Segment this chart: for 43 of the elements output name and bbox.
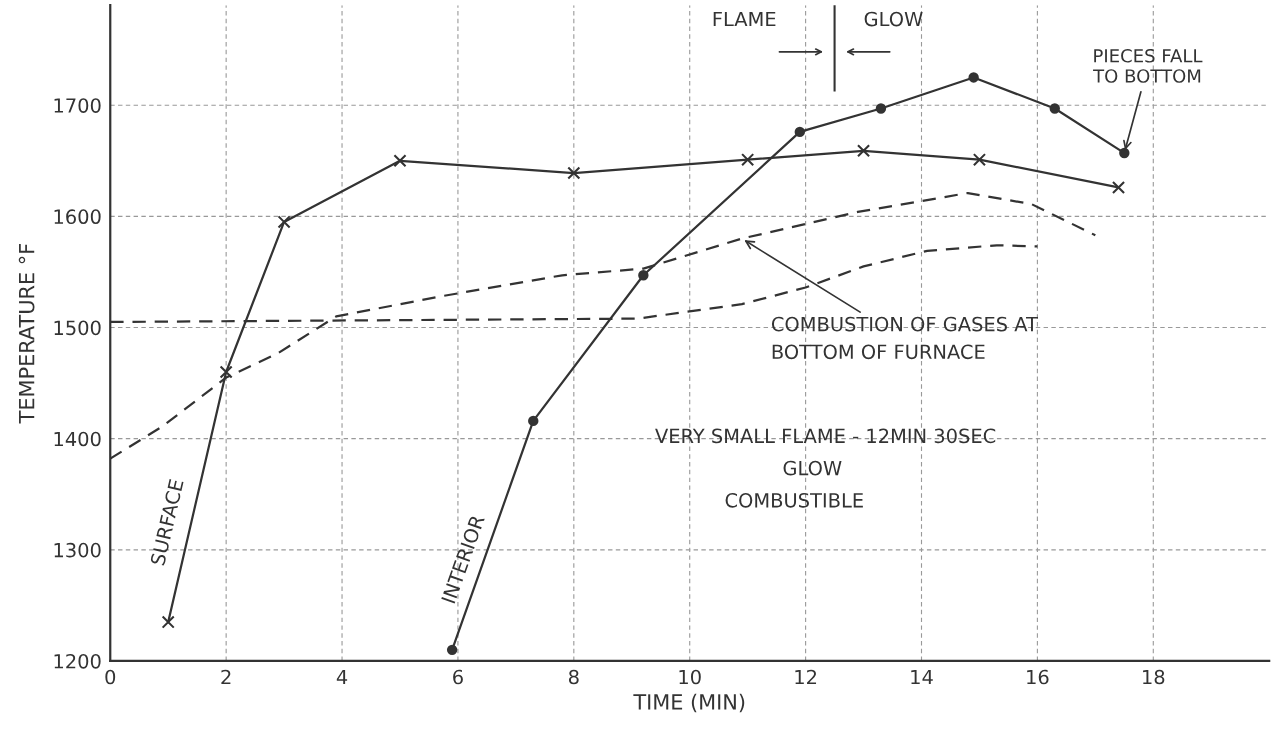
annotation: GLOW (864, 11, 923, 27)
point (794, 126, 806, 138)
y-tick-label: 1400 (54, 431, 101, 447)
point (393, 154, 407, 168)
point (446, 644, 458, 656)
point (1111, 180, 1126, 195)
x-tick-label: 14 (911, 669, 933, 685)
x-tick-label: 4 (336, 669, 348, 685)
y-tick-label: 1600 (54, 209, 101, 225)
x-tick-label: 18 (1143, 669, 1165, 685)
x-tick-label: 10 (679, 669, 701, 685)
y-axis-title: TEMPERATURE °F (18, 244, 35, 424)
y-tick-label: 1300 (54, 542, 101, 558)
point (528, 415, 539, 427)
annotation: COMBUSTIBLE (725, 492, 863, 508)
x-tick-label: 6 (453, 669, 463, 685)
text: SURFACE (150, 478, 184, 566)
x-tick-label: 0 (105, 669, 116, 685)
x-tick-label: 16 (1027, 669, 1049, 685)
point (219, 365, 233, 379)
point (567, 166, 581, 180)
point (972, 153, 987, 167)
y-tick-label: 1500 (54, 320, 101, 336)
point (741, 153, 755, 167)
point (856, 144, 871, 158)
y-tick-label: 1700 (54, 98, 101, 113)
point (968, 72, 979, 83)
y-tick-label: 1200 (54, 653, 101, 669)
annotation: FLAME (713, 11, 776, 27)
x-tick-label: 8 (568, 669, 579, 685)
x-tick-label: 12 (795, 669, 817, 685)
annotation: GLOW (783, 460, 842, 476)
point (638, 270, 649, 281)
x-axis-title: TIME (MIN) (633, 693, 745, 713)
point (1049, 103, 1060, 114)
point (161, 615, 175, 629)
point (875, 103, 887, 114)
annotation: VERY SMALL FLAME - 12MIN 30SEC (655, 428, 996, 444)
point (277, 215, 291, 229)
annotation: PIECES FALL TO BOTTOM (1093, 48, 1203, 83)
annotation: COMBUSTION OF GASES AT BOTTOM OF FURNACE (771, 316, 1038, 360)
point (1119, 147, 1130, 159)
x-tick-label: 2 (221, 669, 231, 685)
